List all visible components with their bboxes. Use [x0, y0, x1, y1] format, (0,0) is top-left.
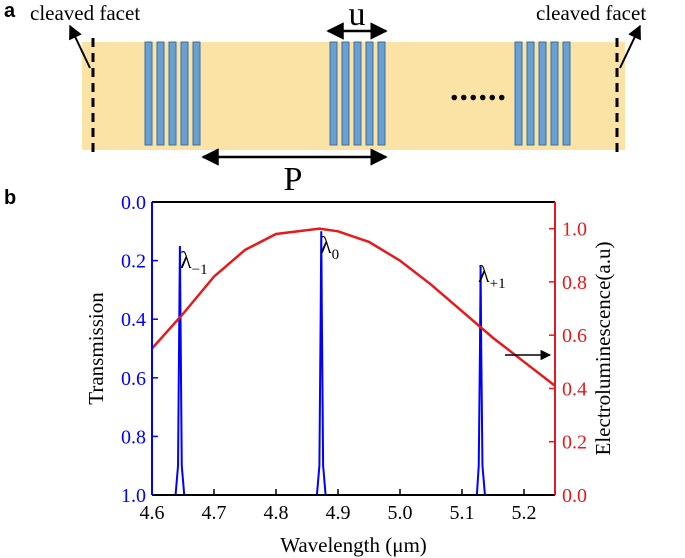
- u-label: u: [349, 0, 366, 33]
- grating-bar: [538, 41, 547, 146]
- grating-bar: [192, 41, 201, 146]
- panel-label: b: [4, 187, 16, 209]
- y-tick-label: 0.6: [121, 368, 146, 390]
- grating-bar: [144, 41, 153, 146]
- p-label: P: [284, 161, 303, 198]
- y2-tick-label: 0.2: [562, 432, 587, 454]
- y-tick-label: 1.0: [121, 485, 146, 507]
- grating-bar: [377, 41, 386, 146]
- grating-bar: [526, 41, 535, 146]
- y-tick-label: 0.4: [121, 309, 146, 331]
- grating-bar: [550, 41, 559, 146]
- grating-bar: [353, 41, 362, 146]
- ellipsis: ......: [450, 71, 507, 108]
- grating-bar: [514, 41, 523, 146]
- peak-symbol: λ: [180, 248, 192, 274]
- y-axis-label: Transmission: [84, 292, 108, 405]
- device-diagram: a cleaved facet cleaved facet u P ......: [4, 0, 646, 198]
- grating-bar: [562, 41, 571, 146]
- peak-label: λ+1: [478, 262, 506, 292]
- grating-bar: [180, 41, 189, 146]
- y-tick-label: 0.0: [121, 192, 146, 214]
- x-tick-label: 4.9: [326, 502, 351, 524]
- peak-label: λ−1: [180, 248, 208, 278]
- series-line: [152, 231, 555, 496]
- facet-label: cleaved facet: [536, 1, 646, 25]
- facet-arrow: [69, 24, 91, 69]
- facet-arrow: [619, 24, 641, 69]
- x-axis-label: Wavelength (μm): [280, 533, 427, 557]
- y-tick-label: 0.2: [121, 251, 146, 273]
- peak-subscript: 0: [332, 247, 340, 263]
- y-tick-label: 0.8: [121, 426, 146, 448]
- y2-tick-label: 0.4: [562, 378, 587, 400]
- spectrum-chart: b 4.6 4.7 4.8 4.9 5.0 5.1 5.2 0.0 0.2 0.4 0.6 0.8 1.0…: [4, 187, 615, 557]
- y2-axis-label: Electroluminescence(a.u): [591, 242, 615, 456]
- y2-tick-label: 0.6: [562, 325, 587, 347]
- peak-symbol: λ: [478, 262, 490, 288]
- peak-label: λ0: [320, 233, 339, 263]
- x-tick-label: 5.0: [388, 502, 413, 524]
- y2-tick-label: 0.8: [562, 272, 587, 294]
- grating-bar: [156, 41, 165, 146]
- facet-label: cleaved facet: [30, 1, 140, 25]
- x-tick-label: 5.1: [450, 502, 475, 524]
- grating-bar: [341, 41, 350, 146]
- grating-bar: [365, 41, 374, 146]
- x-tick-label: 4.8: [264, 502, 289, 524]
- x-tick-label: 4.6: [140, 502, 165, 524]
- panel-label: a: [4, 0, 16, 22]
- grating-bar: [168, 41, 177, 146]
- y2-tick-label: 1.0: [562, 219, 587, 241]
- peak-subscript: +1: [490, 276, 506, 292]
- x-tick-label: 5.2: [512, 502, 537, 524]
- peak-symbol: λ: [320, 233, 332, 259]
- x-tick-label: 4.7: [202, 502, 227, 524]
- grating-bar: [329, 41, 338, 146]
- peak-subscript: −1: [192, 262, 208, 278]
- y2-tick-label: 0.0: [562, 485, 587, 507]
- series-line: [151, 227, 556, 387]
